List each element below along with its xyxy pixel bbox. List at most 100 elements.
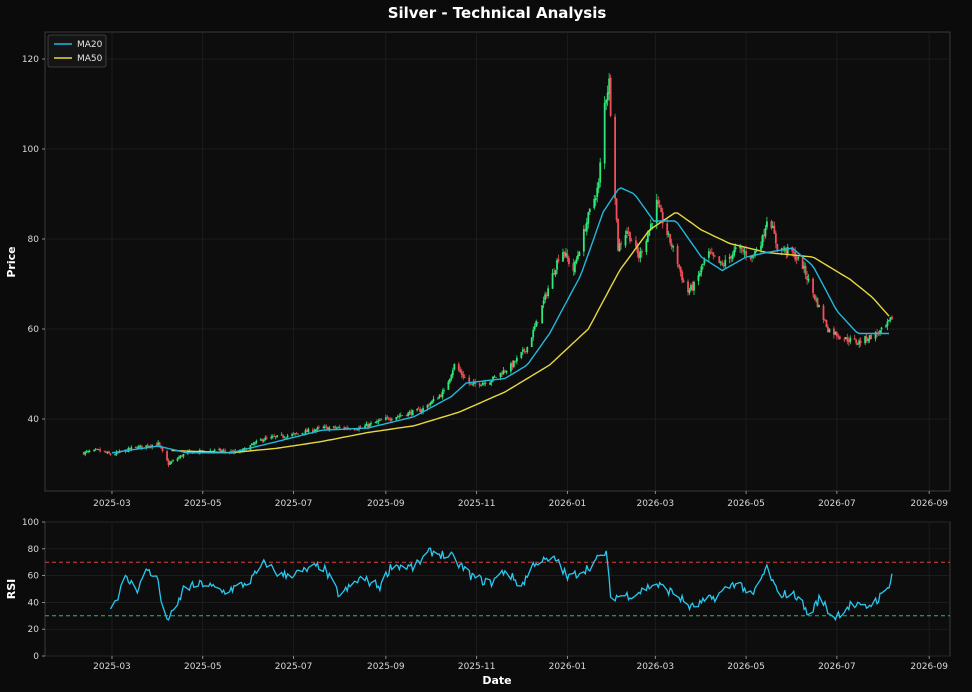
rsi-xtick-label: 2026-03 bbox=[636, 662, 674, 672]
candle-body bbox=[553, 272, 555, 275]
rsi-x-ticks: 2025-03 2025-05 2025-07 2025-09 2025-11 2026-… bbox=[93, 656, 948, 672]
candle-body bbox=[566, 254, 569, 259]
candle-body bbox=[474, 381, 477, 384]
candle-body bbox=[645, 240, 648, 253]
candle-body bbox=[447, 381, 450, 390]
candle-body bbox=[390, 419, 393, 421]
candle-body bbox=[620, 242, 622, 245]
candle-body bbox=[608, 78, 611, 94]
candle-body bbox=[396, 416, 399, 418]
candle-body bbox=[130, 447, 133, 449]
candle-body bbox=[776, 243, 779, 252]
candle-body bbox=[657, 200, 660, 205]
candle-body bbox=[764, 228, 767, 237]
candle-body bbox=[718, 256, 721, 263]
candle-body bbox=[557, 259, 560, 261]
candle-body bbox=[822, 305, 825, 320]
candle-body bbox=[317, 427, 320, 428]
candle-body bbox=[462, 374, 465, 378]
candle-body bbox=[795, 258, 798, 260]
candle-body bbox=[713, 255, 716, 257]
candle-body bbox=[693, 281, 695, 291]
candle-body bbox=[468, 377, 471, 384]
price-x-ticks: 2025-03 2025-05 2025-07 2025-09 2025-11 2026-… bbox=[93, 491, 948, 509]
candle-body bbox=[158, 442, 161, 446]
candle-body bbox=[678, 264, 680, 268]
candle-body bbox=[483, 382, 486, 384]
candle-body bbox=[169, 462, 171, 465]
candle-body bbox=[457, 364, 460, 371]
candle-body bbox=[151, 444, 154, 448]
candle-body bbox=[262, 439, 265, 442]
candle-body bbox=[661, 212, 664, 224]
candle-body bbox=[605, 100, 608, 104]
candle-body bbox=[545, 294, 548, 297]
candle-body bbox=[669, 234, 672, 243]
candle-body bbox=[87, 450, 90, 452]
candle-body bbox=[312, 429, 314, 433]
candle-body bbox=[885, 325, 887, 327]
candle-body bbox=[276, 435, 279, 437]
rsi-xtick-label: 2025-05 bbox=[184, 662, 222, 672]
candle-body bbox=[739, 246, 742, 249]
candle-body bbox=[755, 250, 758, 252]
price-xtick-label: 2026-01 bbox=[549, 499, 587, 509]
candle-body bbox=[149, 445, 152, 447]
candle-body bbox=[346, 427, 349, 429]
candle-body bbox=[139, 445, 142, 447]
candle-body bbox=[801, 257, 804, 270]
candle-body bbox=[335, 427, 338, 429]
candle-body bbox=[679, 266, 682, 273]
candle-body bbox=[140, 445, 143, 449]
candle-body bbox=[252, 443, 255, 445]
candle-body bbox=[218, 449, 221, 450]
candle-body bbox=[722, 265, 725, 267]
candle-body bbox=[136, 447, 139, 449]
candle-body bbox=[818, 305, 820, 308]
candle-body bbox=[292, 433, 295, 435]
rsi-xtick-label: 2025-07 bbox=[275, 662, 313, 672]
candle-body bbox=[712, 252, 715, 256]
candle-body bbox=[520, 352, 523, 358]
rsi-ytick-label: 100 bbox=[22, 518, 39, 528]
candle-body bbox=[88, 451, 91, 452]
candle-body bbox=[230, 451, 232, 453]
candle-body bbox=[167, 460, 170, 465]
candle-body bbox=[384, 417, 387, 420]
candle-body bbox=[469, 383, 472, 385]
candle-body bbox=[629, 231, 631, 242]
candle-body bbox=[82, 452, 85, 455]
candle-body bbox=[874, 332, 877, 339]
candle-body bbox=[614, 116, 616, 199]
price-xtick-label: 2025-03 bbox=[93, 499, 131, 509]
candle-body bbox=[438, 395, 441, 399]
price-plot-area bbox=[44, 31, 951, 492]
candle-body bbox=[405, 414, 408, 416]
candle-body bbox=[837, 336, 840, 338]
candle-body bbox=[181, 455, 183, 457]
candle-body bbox=[846, 337, 849, 342]
candle-body bbox=[672, 246, 675, 248]
candle-body bbox=[326, 427, 329, 430]
candle-body bbox=[504, 370, 506, 372]
candle-body bbox=[606, 92, 609, 101]
candle-body bbox=[264, 437, 267, 441]
candle-body bbox=[670, 243, 673, 247]
candle-body bbox=[161, 448, 164, 452]
price-ytick-label: 80 bbox=[28, 235, 40, 245]
candle-body bbox=[210, 450, 213, 452]
candle-body bbox=[699, 272, 701, 276]
candle-body bbox=[749, 256, 752, 259]
candle-body bbox=[99, 449, 101, 452]
candle-body bbox=[280, 434, 283, 436]
candle-body bbox=[422, 408, 424, 412]
candle-body bbox=[535, 321, 538, 327]
candle-body bbox=[478, 383, 481, 386]
candle-body bbox=[627, 231, 630, 233]
candle-body bbox=[582, 229, 585, 252]
candle-body bbox=[416, 408, 419, 411]
candle-body bbox=[786, 247, 789, 255]
candle-body bbox=[512, 360, 515, 367]
candle-body bbox=[542, 300, 545, 305]
